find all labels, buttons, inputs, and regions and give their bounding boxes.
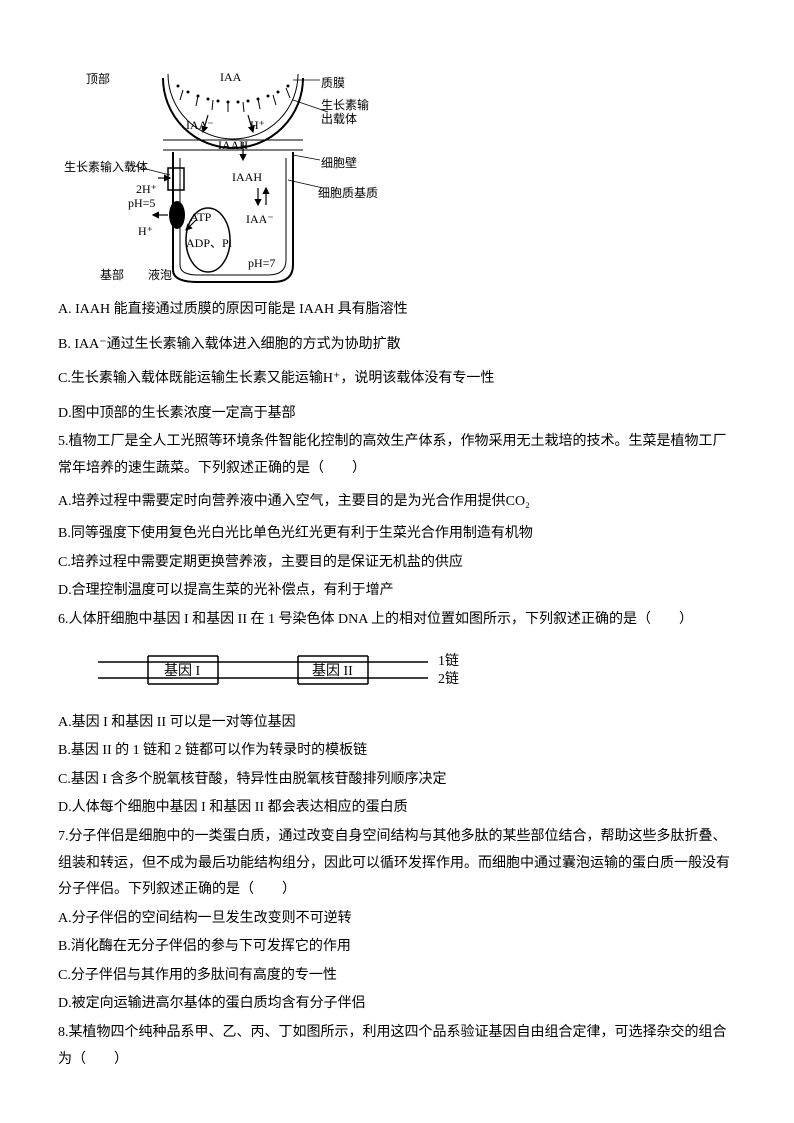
label-h-in: H⁺ (138, 220, 153, 243)
label-vacuole: 液泡 (148, 264, 172, 287)
label-wall: 细胞壁 (321, 152, 357, 175)
gene-position-diagram: 基因 I 基因 II 1链 2链 (88, 648, 468, 696)
q6-stem: 6.人体肝细胞中基因 I 和基因 II 在 1 号染色体 DNA 上的相对位置如… (58, 607, 736, 634)
q6-option-a: A.基因 I 和基因 II 可以是一对等位基因 (58, 710, 736, 737)
q8-stem: 8.某植物四个纯种品系甲、乙、丙、丁如图所示，利用这四个品系验证基因自由组合定律… (58, 1020, 736, 1073)
label-ph5: pH=5 (128, 192, 155, 215)
label-iaah1: IAAH (218, 134, 248, 157)
q6-option-b: B.基因 II 的 1 链和 2 链都可以作为转录时的模板链 (58, 738, 736, 765)
label-atp: ATP (190, 206, 211, 229)
q5-option-b: B.同等强度下使用复色光白光比单色光红光更有利于生菜光合作用制造有机物 (58, 521, 736, 548)
q5-option-d: D.合理控制温度可以提高生菜的光补偿点，有利于增产 (58, 578, 736, 605)
label-membrane: 质膜 (321, 72, 345, 95)
gene2-label: 基因 II (312, 662, 353, 679)
auxin-transport-diagram: 顶部 IAA 质膜 IAA⁻ H⁺ 生长素输出载体 生长素输入载体 IAAH 2… (68, 60, 368, 285)
q4-option-a: A. IAAH 能直接通过质膜的原因可能是 IAAH 具有脂溶性 (58, 297, 736, 324)
q6-option-d: D.人体每个细胞中基因 I 和基因 II 都会表达相应的蛋白质 (58, 795, 736, 822)
label-top: 顶部 (86, 68, 110, 91)
label-base: 基部 (100, 264, 124, 287)
q7-option-c: C.分子伴侣与其作用的多肽间有高度的专一性 (58, 963, 736, 990)
label-cytoplasm: 细胞质基质 (318, 182, 378, 205)
q6-option-c: C.基因 I 含多个脱氧核苷酸，特异性由脱氧核苷酸排列顺序决定 (58, 767, 736, 794)
strand1-label: 1链 (438, 653, 459, 669)
q4-option-b: B. IAA⁻通过生长素输入载体进入细胞的方式为协助扩散 (58, 332, 736, 359)
q7-option-a: A.分子伴侣的空间结构一旦发生改变则不可逆转 (58, 906, 736, 933)
q7-stem: 7.分子伴侣是细胞中的一类蛋白质，通过改变自身空间结构与其他多肽的某些部位结合，… (58, 824, 736, 904)
label-h-plus: H⁺ (250, 114, 265, 137)
q5-option-a: A.培养过程中需要定时向营养液中通入空气，主要目的是为光合作用提供CO₂ (58, 489, 736, 516)
label-import: 生长素输入载体 (64, 156, 148, 179)
label-export: 生长素输出载体 (321, 98, 369, 127)
q7-option-d: D.被定向运输进高尔基体的蛋白质均含有分子伴侣 (58, 991, 736, 1018)
label-iaah2: IAAH (232, 166, 262, 189)
q4-option-c: C.生长素输入载体既能运输生长素又能运输H⁺，说明该载体没有专一性 (58, 366, 736, 393)
q5-stem: 5.植物工厂是全人工光照等环境条件智能化控制的高效生产体系，作物采用无土栽培的技… (58, 429, 736, 482)
q7-option-b: B.消化酶在无分子伴侣的参与下可发挥它的作用 (58, 934, 736, 961)
strand2-label: 2链 (438, 671, 459, 687)
label-iaa-top: IAA (220, 66, 241, 89)
gene1-label: 基因 I (164, 662, 200, 679)
q5-option-c: C.培养过程中需要定期更换营养液，主要目的是保证无机盐的供应 (58, 550, 736, 577)
label-ph7: pH=7 (248, 252, 275, 275)
label-iaa-mid: IAA⁻ (186, 114, 214, 137)
label-adp: ADP、Pi (186, 232, 232, 255)
q4-option-d: D.图中顶部的生长素浓度一定高于基部 (58, 401, 736, 428)
label-iaa-minus: IAA⁻ (246, 208, 274, 231)
